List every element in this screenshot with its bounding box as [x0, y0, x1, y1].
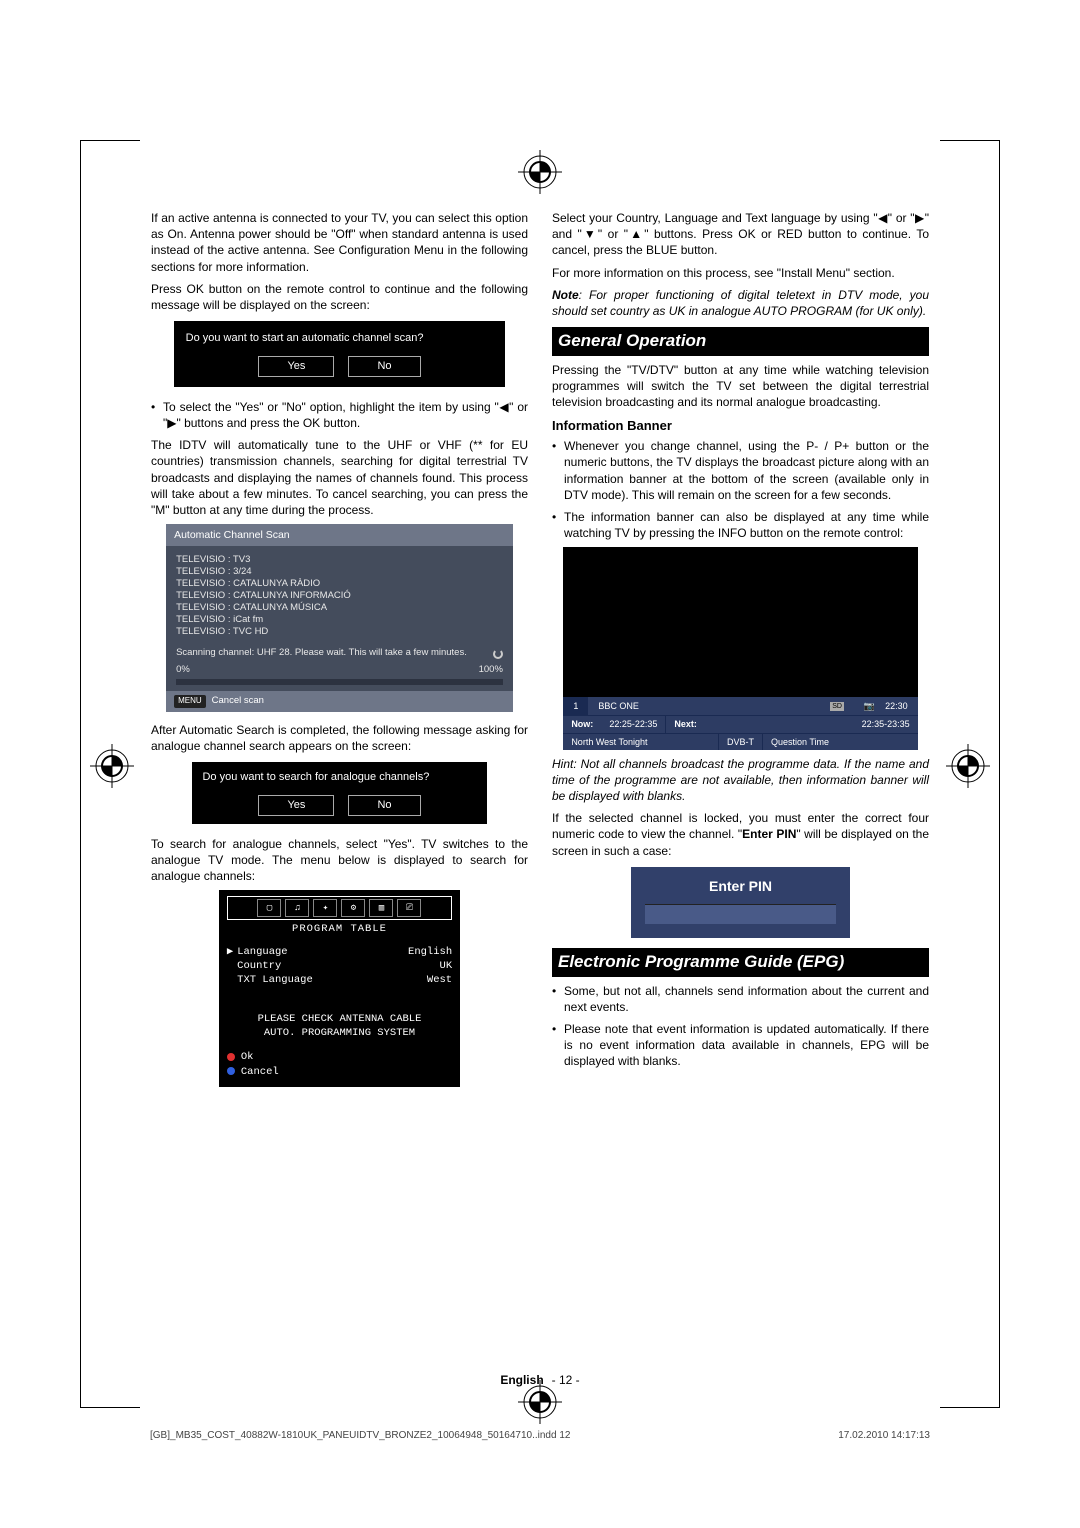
menu-icon[interactable]: ⎚ [397, 899, 421, 917]
menu-icon-row: ▢ ♫ ✦ ⚙ ▥ ⎚ [227, 896, 452, 920]
camera-icon: 📷 [864, 701, 875, 711]
pointer-icon: ▶ [227, 946, 233, 958]
channel-name-cell: BBC ONE SD [588, 697, 854, 715]
tv-screen-black [563, 547, 917, 697]
no-button[interactable]: No [348, 356, 420, 377]
dialog-title: Automatic Channel Scan [166, 524, 513, 546]
now-time: 22:25-22:35 [601, 716, 665, 732]
bullet-item: To select the "Yes" or "No" option, high… [151, 399, 528, 431]
footer-language: English [500, 1372, 543, 1388]
left-column: If an active antenna is connected to you… [151, 210, 528, 1093]
list-item: TELEVISIO : iCat fm [176, 614, 503, 626]
dialog-question: Do you want to search for analogue chann… [202, 770, 476, 785]
progress-right: 100% [479, 664, 503, 677]
section-heading-epg: Electronic Programme Guide (EPG) [552, 948, 929, 977]
body-text: To search for analogue channels, select … [151, 836, 528, 885]
channel-name: BBC ONE [598, 700, 639, 712]
next-programme: Question Time [763, 734, 918, 750]
blue-dot-icon [227, 1067, 235, 1075]
list-item: TELEVISIO : TV3 [176, 554, 503, 566]
info-banner: 1 BBC ONE SD 📷 22:30 Now: 2 [563, 697, 917, 749]
progress-bar [176, 679, 503, 685]
clock-cell: 📷 22:30 [854, 697, 918, 715]
subheading-info-banner: Information Banner [552, 417, 929, 435]
bullet-item: Whenever you change channel, using the P… [552, 438, 929, 503]
list-item: TELEVISIO : CATALUNYA INFORMACIÓ [176, 590, 503, 602]
analogue-confirm-dialog: Do you want to search for analogue chann… [192, 762, 486, 824]
body-text: The IDTV will automatically tune to the … [151, 437, 528, 518]
body-text: If an active antenna is connected to you… [151, 210, 528, 275]
row-label: Country [237, 960, 281, 972]
next-label: Next: [665, 716, 705, 732]
menu-icon[interactable]: ⚙ [341, 899, 365, 917]
menu-icon[interactable]: ✦ [313, 899, 337, 917]
list-item: TELEVISIO : CATALUNYA MÚSICA [176, 602, 503, 614]
menu-title: PROGRAM TABLE [227, 922, 452, 936]
body-text: After Automatic Search is completed, the… [151, 722, 528, 754]
enter-pin-label: Enter PIN [645, 877, 836, 896]
ok-row: Ok Cancel [227, 1050, 452, 1078]
hint-text: Hint: Not all channels broadcast the pro… [552, 756, 929, 805]
body-text: If the selected channel is locked, you m… [552, 810, 929, 859]
cancel-label[interactable]: Cancel [241, 1066, 279, 1078]
meta-file: [GB]_MB35_COST_40882W-1810UK_PANEUIDTV_B… [150, 1429, 570, 1443]
channel-number: 1 [563, 697, 588, 715]
menu-row[interactable]: TXT Language West [227, 973, 452, 987]
enter-pin-dialog: Enter PIN [631, 867, 850, 938]
program-table-menu: ▢ ♫ ✦ ⚙ ▥ ⎚ PROGRAM TABLE ▶ Language Engl… [219, 890, 460, 1086]
menu-icon[interactable]: ♫ [285, 899, 309, 917]
body-text: Pressing the "TV/DTV" button at any time… [552, 362, 929, 411]
red-dot-icon [227, 1053, 235, 1061]
menu-row[interactable]: ▶ Language English [227, 945, 452, 959]
now-label: Now: [563, 716, 601, 732]
note-text: NoteNote: For proper functioning of digi… [552, 287, 929, 319]
cancel-scan-label: Cancel scan [212, 695, 264, 708]
info-banner-screenshot: 1 BBC ONE SD 📷 22:30 Now: 2 [563, 547, 917, 749]
now-programme: North West Tonight [563, 734, 718, 750]
row-value: English [408, 945, 452, 959]
auto-scan-dialog: Automatic Channel Scan TELEVISIO : TV3 T… [166, 524, 513, 712]
list-item: TELEVISIO : 3/24 [176, 566, 503, 578]
yes-button[interactable]: Yes [258, 356, 334, 377]
meta-date: 17.02.2010 14:17:13 [838, 1429, 930, 1443]
menu-row[interactable]: Country UK [227, 959, 452, 973]
page-footer: English - 12 - [151, 1372, 929, 1388]
menu-icon[interactable]: ▢ [257, 899, 281, 917]
bullet-item: The information banner can also be displ… [552, 509, 929, 541]
body-text: Select your Country, Language and Text l… [552, 210, 929, 259]
row-value: West [427, 973, 452, 987]
channel-list: TELEVISIO : TV3 TELEVISIO : 3/24 TELEVIS… [176, 554, 503, 637]
row-label: Language [237, 946, 287, 958]
scan-confirm-dialog: Do you want to start an automatic channe… [174, 321, 506, 387]
menu-tag: MENU [174, 695, 206, 708]
scan-status: Scanning channel: UHF 28. Please wait. T… [176, 647, 467, 660]
menu-icon[interactable]: ▥ [369, 899, 393, 917]
list-item: TELEVISIO : CATALUNYA RÀDIO [176, 578, 503, 590]
list-item: TELEVISIO : TVC HD [176, 626, 503, 638]
page-content: If an active antenna is connected to you… [80, 140, 1000, 1408]
next-time: 22:35-23:35 [705, 716, 918, 732]
body-text: Press OK button on the remote control to… [151, 281, 528, 313]
dvbt-label: DVB-T [718, 734, 763, 750]
no-button[interactable]: No [348, 795, 420, 816]
row-value: UK [440, 959, 453, 973]
yes-button[interactable]: Yes [258, 795, 334, 816]
body-text: For more information on this process, se… [552, 265, 929, 281]
clock-time: 22:30 [885, 701, 908, 711]
progress-left: 0% [176, 664, 190, 677]
ok-label[interactable]: Ok [241, 1051, 254, 1063]
bullet-item: Please note that event information is up… [552, 1021, 929, 1070]
right-column: Select your Country, Language and Text l… [552, 210, 929, 1093]
bullet-item: Some, but not all, channels send informa… [552, 983, 929, 1015]
pin-input[interactable] [645, 904, 836, 924]
spinner-icon [493, 649, 503, 659]
section-heading-general: General Operation [552, 327, 929, 356]
dialog-question: Do you want to start an automatic channe… [186, 331, 494, 346]
sd-badge: SD [830, 702, 844, 711]
row-label: TXT Language [237, 974, 313, 986]
print-meta: [GB]_MB35_COST_40882W-1810UK_PANEUIDTV_B… [150, 1429, 930, 1443]
menu-note: PLEASE CHECK ANTENNA CABLE AUTO. PROGRAM… [227, 1013, 452, 1040]
footer-page: - 12 - [552, 1372, 580, 1388]
